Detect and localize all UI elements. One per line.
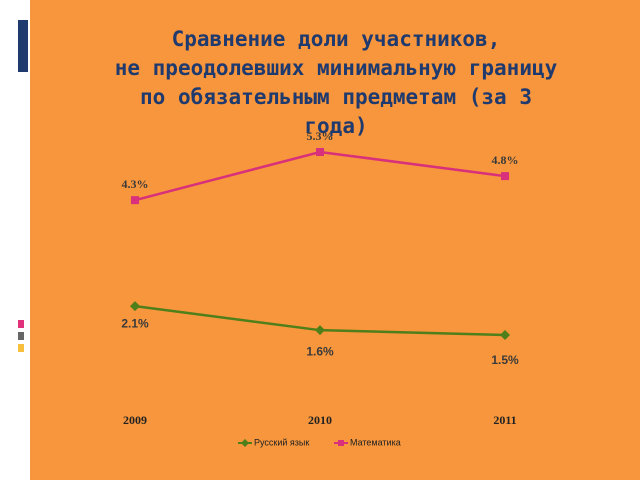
point-marker [501,172,509,181]
background [30,0,640,480]
legend-marker [241,439,249,447]
point-marker [500,330,510,340]
point-marker [315,325,325,336]
x-tick-label: 2011 [493,413,516,427]
decor [18,320,24,328]
point-marker [130,301,140,312]
legend-label: Русский язык [254,437,309,447]
chart-title: по обязательным предметам (за 3 [140,85,532,109]
data-label: 2.1% [121,316,149,330]
legend-label: Математика [350,437,401,447]
data-label: 1.5% [491,353,519,367]
x-tick-label: 2009 [123,413,147,427]
chart-title: года) [304,114,367,138]
point-marker [131,196,139,205]
decor [18,332,24,340]
legend-marker [338,440,344,446]
chart-title: Сравнение доли участников, [172,27,501,51]
data-label: 5.3% [307,129,334,143]
decor [18,344,24,352]
x-tick-label: 2010 [308,413,332,427]
data-label: 4.3% [122,177,149,191]
decor [18,20,28,72]
chart: Сравнение доли участников, не преодолевши… [115,27,558,447]
chart-title: не преодолевших минимальную границу [115,56,558,80]
data-label: 1.6% [306,344,334,358]
data-label: 4.8% [492,153,519,167]
point-marker [316,148,324,156]
